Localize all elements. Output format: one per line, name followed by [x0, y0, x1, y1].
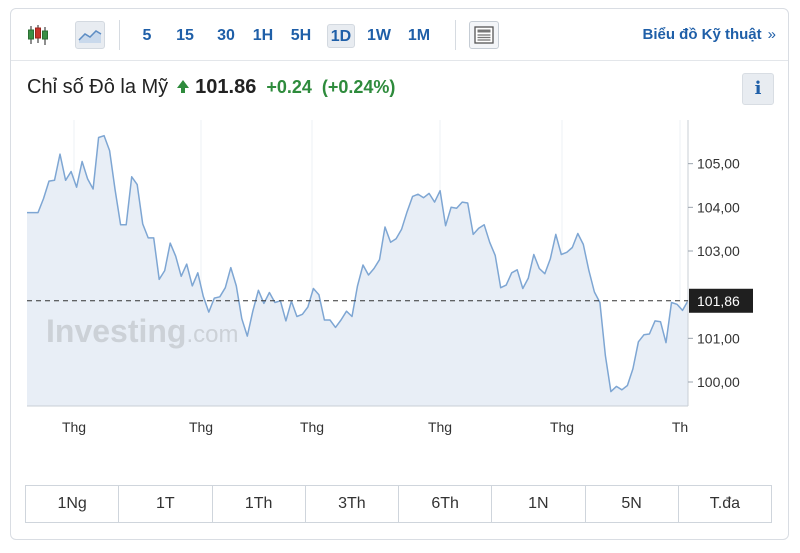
toolbar-divider [455, 20, 456, 50]
instrument-header: Chỉ số Đô la Mỹ 101.86 +0.24 (+0.24%) [27, 73, 395, 101]
x-tick-label: Thg [550, 419, 574, 435]
range-tab-7[interactable]: T.đa [709, 495, 740, 512]
range-tab-2[interactable]: 1Th [213, 486, 306, 522]
news-icon[interactable] [469, 21, 499, 49]
toolbar-divider [119, 20, 120, 50]
arrow-up-icon [177, 80, 190, 93]
range-tab-0[interactable]: 1Ng [26, 486, 120, 522]
price-change-percent: (+0.24%) [321, 76, 396, 97]
range-tabs: 1Ng 1T 1Th 3Th 6Th 1N 5N T.đa [25, 485, 772, 523]
y-tick-label: 100,00 [697, 374, 740, 390]
timeframe-1w[interactable]: 1W [367, 27, 391, 44]
investing-watermark: Investing.com [46, 313, 238, 349]
y-tick-label: 103,00 [697, 243, 740, 259]
timeframe-1m[interactable]: 1M [407, 27, 431, 44]
x-tick-label: Thg [62, 419, 86, 435]
current-price-label: 101,86 [697, 293, 740, 309]
price-area [27, 135, 688, 406]
x-tick-label: Thg [428, 419, 452, 435]
timeframe-5[interactable]: 5 [142, 27, 152, 44]
x-tick-label: Thg [189, 419, 213, 435]
current-price-tag [689, 288, 753, 313]
timeframe-1h[interactable]: 1H [252, 27, 274, 44]
chart-toolbar: 5 15 30 1H 5H 1D 1W 1M Biểu đồ Kỹ thuật » [11, 9, 788, 61]
timeframe-1d[interactable]: 1D [327, 24, 355, 48]
range-tab-5[interactable]: 1N [492, 486, 586, 522]
area-chart-icon[interactable] [75, 21, 105, 49]
price-change: +0.24 [266, 76, 312, 97]
watermark-suffix: .com [186, 321, 238, 348]
info-button[interactable]: i [742, 73, 774, 105]
technical-chart-label: Biểu đồ Kỹ thuật [642, 26, 762, 43]
range-tab-6[interactable]: 5N [586, 486, 679, 522]
timeframe-15[interactable]: 15 [176, 27, 194, 44]
instrument-name: Chỉ số Đô la Mỹ [27, 75, 169, 98]
timeframe-30[interactable]: 30 [217, 27, 235, 44]
x-tick-label: Th [672, 419, 688, 435]
y-tick-label: 101,00 [697, 330, 740, 346]
timeframe-5h[interactable]: 5H [290, 27, 312, 44]
y-tick-label: 104,00 [697, 199, 740, 215]
candlestick-icon[interactable] [23, 21, 53, 49]
range-tab-4[interactable]: 6Th [399, 486, 493, 522]
range-tab-1[interactable]: 1T [119, 486, 213, 522]
x-tick-label: Thg [300, 419, 324, 435]
last-price: 101.86 [195, 75, 257, 98]
range-tab-3[interactable]: 3Th [306, 486, 399, 522]
y-tick-label: 105,00 [697, 156, 740, 172]
price-line [27, 134, 689, 393]
watermark-brand: Investing [46, 313, 186, 349]
technical-chart-link[interactable]: Biểu đồ Kỹ thuật » [642, 26, 776, 43]
chevron-right-icon: » [767, 26, 776, 43]
